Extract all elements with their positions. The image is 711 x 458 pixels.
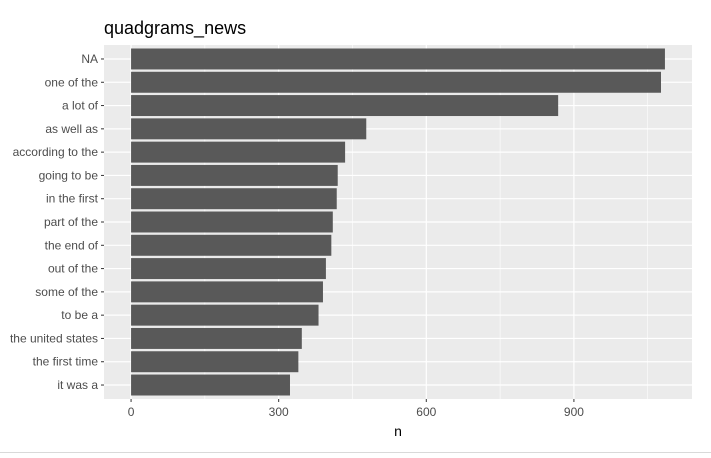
bar bbox=[131, 211, 333, 233]
bar bbox=[131, 281, 323, 303]
bar bbox=[131, 351, 299, 373]
y-tick-label: to be a bbox=[61, 308, 98, 322]
y-tick-label: some of the bbox=[35, 285, 98, 299]
bottom-divider bbox=[0, 452, 711, 453]
x-axis-title: n bbox=[394, 423, 402, 439]
x-tick-label: 600 bbox=[416, 405, 436, 419]
bars bbox=[131, 48, 665, 396]
y-tick-label: the united states bbox=[10, 331, 98, 345]
x-tick-label: 300 bbox=[269, 405, 289, 419]
chart-title: quadgrams_news bbox=[104, 18, 246, 39]
bar bbox=[131, 304, 319, 326]
y-tick-label: the end of bbox=[45, 238, 99, 252]
x-tick-label: 900 bbox=[564, 405, 584, 419]
y-tick-label: NA bbox=[81, 52, 98, 66]
bar bbox=[131, 327, 302, 349]
bar bbox=[131, 95, 559, 117]
y-tick-label: part of the bbox=[44, 215, 98, 229]
x-axis: 0 300 600 900 bbox=[128, 399, 584, 419]
bar bbox=[131, 188, 337, 210]
bar bbox=[131, 258, 326, 280]
bar bbox=[131, 234, 332, 256]
bar bbox=[131, 71, 662, 93]
y-tick-label: going to be bbox=[39, 168, 99, 182]
bar bbox=[131, 118, 367, 140]
y-tick-label: the first time bbox=[33, 355, 99, 369]
bar bbox=[131, 48, 665, 70]
y-tick-label: according to the bbox=[13, 145, 99, 159]
y-tick-label: in the first bbox=[46, 192, 99, 206]
y-tick-label: as well as bbox=[45, 122, 98, 136]
bar bbox=[131, 141, 346, 163]
y-axis: NA one of the a lot of as well as according … bbox=[10, 52, 104, 392]
bar bbox=[131, 374, 290, 396]
y-tick-label: it was a bbox=[57, 378, 98, 392]
x-tick-label: 0 bbox=[128, 405, 135, 419]
y-tick-label: a lot of bbox=[62, 99, 99, 113]
y-tick-label: out of the bbox=[48, 262, 98, 276]
y-tick-label: one of the bbox=[45, 75, 99, 89]
bar bbox=[131, 164, 338, 186]
